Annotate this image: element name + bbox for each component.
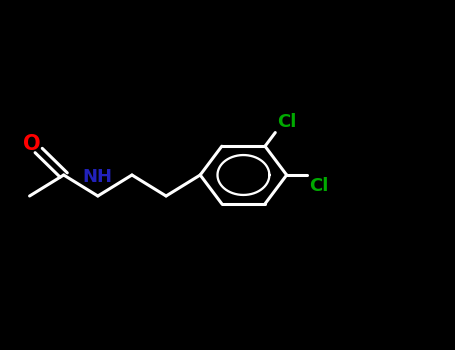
Text: Cl: Cl	[278, 113, 297, 131]
Text: Cl: Cl	[309, 177, 329, 195]
Text: NH: NH	[83, 168, 113, 186]
Text: O: O	[23, 134, 40, 154]
